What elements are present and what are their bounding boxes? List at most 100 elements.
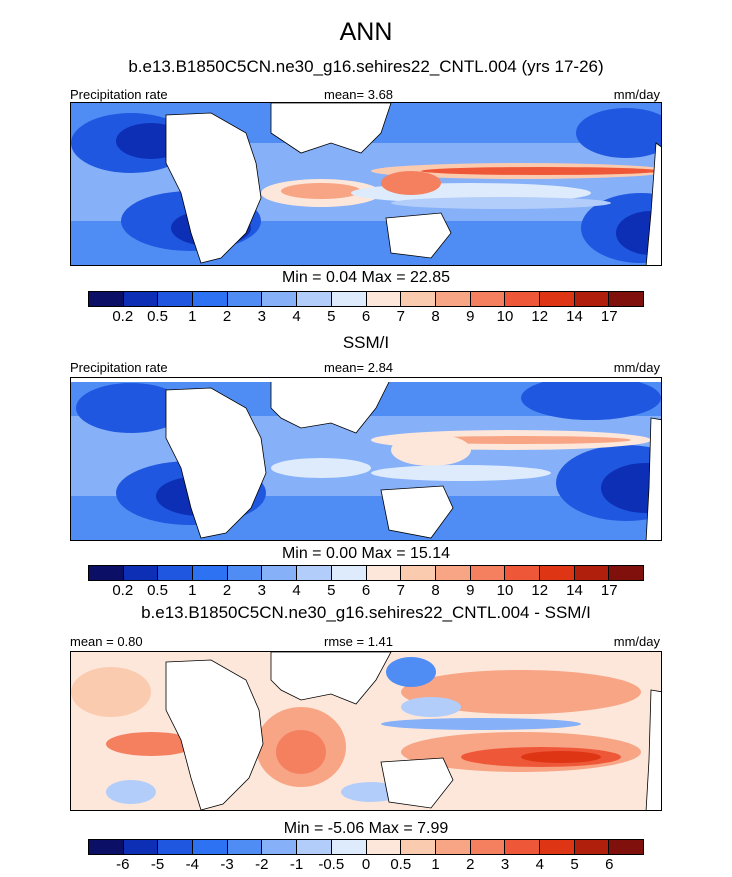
- colorbar-diff-ticks: -6 -5 -4 -3 -2 -1 -0.5 0 0.5 1 2 3 4 5 6: [88, 856, 644, 876]
- colorbar-tick-label: 1: [188, 308, 197, 325]
- colorbar-tick-label: 5: [327, 582, 336, 599]
- colorbar-swatch: [401, 840, 436, 854]
- colorbar-swatch: [539, 292, 575, 306]
- colorbar-tick-label: 4: [292, 582, 301, 599]
- colorbar-swatch: [123, 292, 159, 306]
- panel-model-left-label: Precipitation rate: [70, 87, 168, 102]
- colorbar-swatch: [158, 840, 194, 854]
- colorbar-tick-label: 4: [292, 308, 301, 325]
- colorbar-tick-label: 17: [600, 582, 618, 599]
- panel-model-title: b.e13.B1850C5CN.ne30_g16.sehires22_CNTL.…: [128, 57, 604, 76]
- colorbar-tick-label: 6: [361, 582, 371, 599]
- colorbar-swatch: [366, 840, 402, 854]
- colorbar-tick-label: 10: [496, 582, 514, 599]
- colorbar-swatch: [401, 292, 436, 306]
- colorbar-swatch: [435, 840, 471, 854]
- colorbar-tick-label: 3: [257, 582, 266, 599]
- panel-diff-rmse: rmse = 1.41: [324, 634, 394, 649]
- colorbar-tick-label: 14: [566, 308, 583, 325]
- colorbar-tick-label: 9: [466, 308, 475, 325]
- colorbar-swatch: [505, 292, 540, 306]
- colorbar-swatch: [193, 566, 228, 580]
- colorbar-abs-2: [88, 565, 644, 581]
- colorbar-swatch: [574, 292, 610, 306]
- colorbar-swatch: [297, 292, 332, 306]
- panel-obs-title: SSM/I: [342, 333, 390, 352]
- panel-model-minmax: Min = 0.04 Max = 22.85: [281, 269, 451, 286]
- colorbar-tick-label: 0.2: [112, 582, 134, 599]
- colorbar-swatch: [89, 840, 124, 854]
- colorbar-tick-label: 3: [257, 308, 266, 325]
- colorbar-swatch: [89, 292, 124, 306]
- colorbar-tick-label: -5: [150, 856, 165, 873]
- colorbar-tick-label: 6: [361, 308, 371, 325]
- panel-obs-mean: mean= 2.84: [324, 360, 394, 375]
- panel-obs-field: [71, 378, 661, 540]
- colorbar-tick-label: 10: [496, 308, 514, 325]
- colorbar-tick-label: 8: [431, 582, 440, 599]
- colorbar-swatch: [470, 566, 506, 580]
- colorbar-swatch: [539, 840, 575, 854]
- colorbar-swatch: [227, 840, 263, 854]
- panel-diff-mean: mean = 0.80: [70, 634, 143, 649]
- colorbar-abs-2-ticks: 0.2 0.5 1 2 3 4 5 6 7 8 9 10 12 14 17: [88, 582, 644, 602]
- colorbar-tick-label: 4: [535, 856, 544, 873]
- panel-model-mean: mean= 3.68: [324, 87, 394, 102]
- colorbar-swatch: [574, 566, 610, 580]
- panel-model-units: mm/day: [613, 87, 660, 102]
- colorbar-swatch: [262, 292, 298, 306]
- panel-model-map: [70, 102, 662, 266]
- colorbar-tick-label: -2: [255, 856, 269, 873]
- colorbar-swatch: [297, 840, 332, 854]
- colorbar-tick-label: -0.5: [318, 856, 345, 873]
- panel-diff-map: [70, 651, 662, 811]
- colorbar-tick-label: -3: [220, 856, 234, 873]
- colorbar-swatch: [193, 292, 228, 306]
- colorbar-swatch: [262, 566, 298, 580]
- panel-obs-left-label: Precipitation rate: [70, 360, 168, 375]
- panel-diff-minmax: Min = -5.06 Max = 7.99: [283, 820, 449, 837]
- colorbar-swatch: [401, 566, 436, 580]
- colorbar-swatch: [609, 840, 643, 854]
- colorbar-tick-label: -4: [185, 856, 199, 873]
- panel-diff-units: mm/day: [613, 634, 660, 649]
- colorbar-diff: [88, 839, 644, 855]
- colorbar-swatch: [262, 840, 298, 854]
- colorbar-tick-label: 6: [605, 856, 614, 873]
- colorbar-swatch: [227, 292, 263, 306]
- colorbar-tick-label: 2: [222, 582, 232, 599]
- colorbar-swatch: [331, 292, 367, 306]
- colorbar-swatch: [505, 566, 540, 580]
- figure-title: ANN: [339, 18, 393, 46]
- colorbar-tick-label: 2: [222, 308, 232, 325]
- panel-model-field: [71, 103, 661, 265]
- colorbar-swatch: [366, 566, 402, 580]
- colorbar-tick-label: 8: [431, 308, 440, 325]
- colorbar-tick-label: 7: [396, 582, 405, 599]
- colorbar-tick-label: 12: [531, 582, 549, 599]
- colorbar-swatch: [505, 840, 540, 854]
- colorbar-tick-label: 5: [570, 856, 579, 873]
- panel-obs-map: [70, 377, 662, 541]
- colorbar-tick-label: 7: [396, 308, 405, 325]
- colorbar-swatch: [609, 292, 643, 306]
- colorbar-swatch: [89, 566, 124, 580]
- colorbar-swatch: [435, 566, 471, 580]
- panel-diff-field: [71, 652, 661, 810]
- colorbar-swatch: [331, 566, 367, 580]
- panel-obs-units: mm/day: [613, 360, 660, 375]
- colorbar-abs-1: [88, 291, 644, 307]
- colorbar-tick-label: -1: [289, 856, 304, 873]
- colorbar-tick-label: 0.5: [147, 582, 168, 599]
- colorbar-swatch: [331, 840, 367, 854]
- colorbar-tick-label: -6: [116, 856, 130, 873]
- colorbar-tick-label: 1: [188, 582, 197, 599]
- colorbar-tick-label: 3: [500, 856, 510, 873]
- colorbar-tick-label: 0.5: [390, 856, 412, 873]
- colorbar-swatch: [158, 566, 194, 580]
- colorbar-swatch: [574, 840, 610, 854]
- colorbar-swatch: [297, 566, 332, 580]
- colorbar-swatch: [539, 566, 575, 580]
- panel-diff-title: b.e13.B1850C5CN.ne30_g16.sehires22_CNTL.…: [141, 603, 591, 622]
- colorbar-tick-label: 5: [327, 308, 336, 325]
